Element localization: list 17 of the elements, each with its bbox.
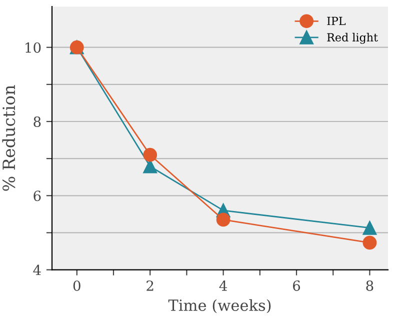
x-tick-label: 0	[73, 280, 80, 291]
point	[143, 148, 158, 162]
y-tick-label: 10	[26, 42, 41, 53]
x-axis-title: Time (weeks)	[168, 299, 271, 314]
x-tick-label: 2	[146, 280, 154, 291]
legend-label: Red light	[327, 32, 378, 44]
y-tick-label: 8	[34, 116, 41, 127]
x-tick-label: 6	[293, 280, 300, 291]
point	[362, 236, 377, 250]
y-axis-title: % Reduction	[2, 85, 16, 191]
x-tick-label: 8	[366, 280, 374, 291]
x-tick-label: 4	[219, 280, 228, 291]
y-tick-label: 6	[34, 190, 41, 202]
point	[362, 220, 377, 235]
legend-label: IPL	[327, 16, 346, 26]
y-tick-label: 4	[33, 264, 41, 276]
point	[216, 212, 230, 227]
